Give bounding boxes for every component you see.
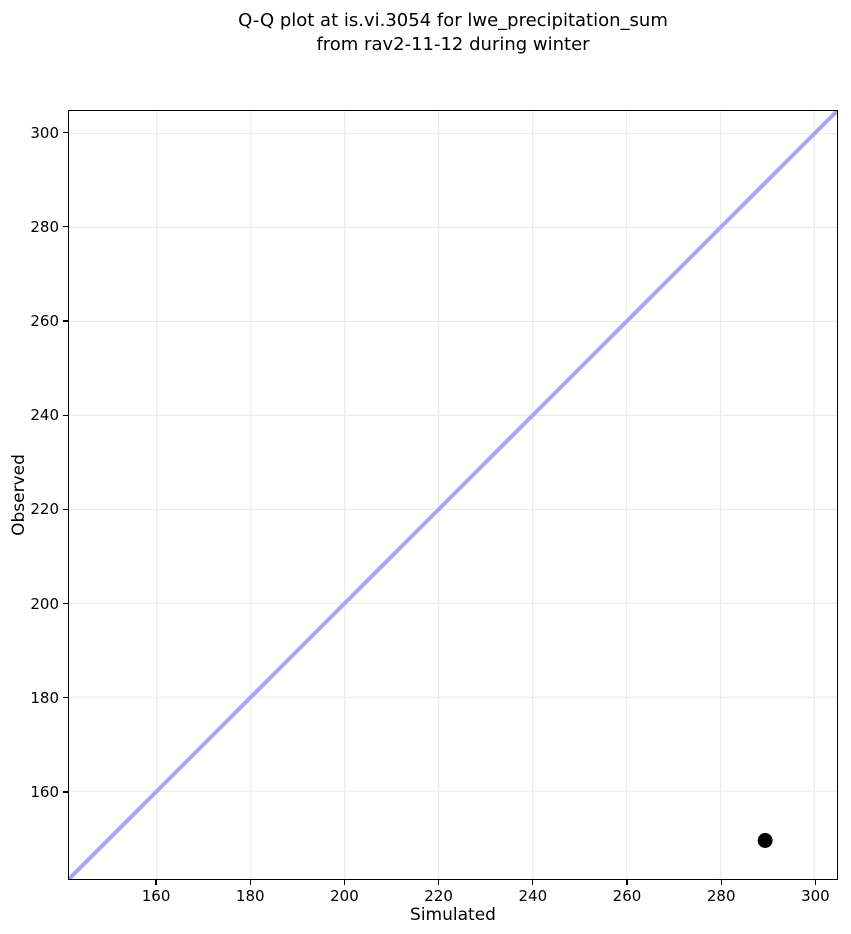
y-tick-label: 180 [30,688,59,707]
y-tick-mark [63,791,68,793]
y-tick-mark [63,131,68,134]
x-tick-mark [532,880,534,885]
x-tick-label: 220 [424,887,453,905]
plot-area [68,110,838,880]
y-tick-mark [63,414,68,416]
plot-canvas [69,111,837,879]
y-tick-label: 300 [30,123,59,142]
y-tick-label: 160 [30,782,59,801]
identity-line [69,111,837,879]
x-tick-mark [720,880,722,885]
x-tick-mark [155,880,157,885]
x-tick-label: 240 [518,887,548,905]
y-tick-mark [63,602,68,605]
x-tick-mark [343,880,346,885]
y-tick-mark [63,320,68,322]
y-tick-mark [63,226,68,228]
y-tick-mark [63,697,68,699]
y-tick-label: 200 [30,594,59,613]
y-tick-label: 280 [30,217,59,236]
x-tick-label: 200 [330,887,359,905]
x-tick-mark [437,880,440,885]
x-tick-mark [626,880,628,885]
y-tick-label: 220 [30,500,59,519]
y-tick-mark [63,508,68,510]
x-tick-label: 300 [801,887,830,905]
y-tick-label: 260 [30,311,59,330]
y-tick-label: 240 [30,406,59,425]
x-axis-label: Simulated [410,905,496,925]
x-tick-label: 260 [612,887,642,905]
x-tick-label: 280 [706,887,736,905]
chart-title: Q-Q plot at is.vi.3054 for lwe_precipita… [238,10,668,55]
data-point [757,833,773,848]
x-tick-mark [249,880,251,885]
x-tick-label: 160 [141,887,171,905]
x-tick-label: 180 [235,887,265,905]
x-tick-mark [814,880,817,885]
y-axis-label: Observed [9,454,29,536]
